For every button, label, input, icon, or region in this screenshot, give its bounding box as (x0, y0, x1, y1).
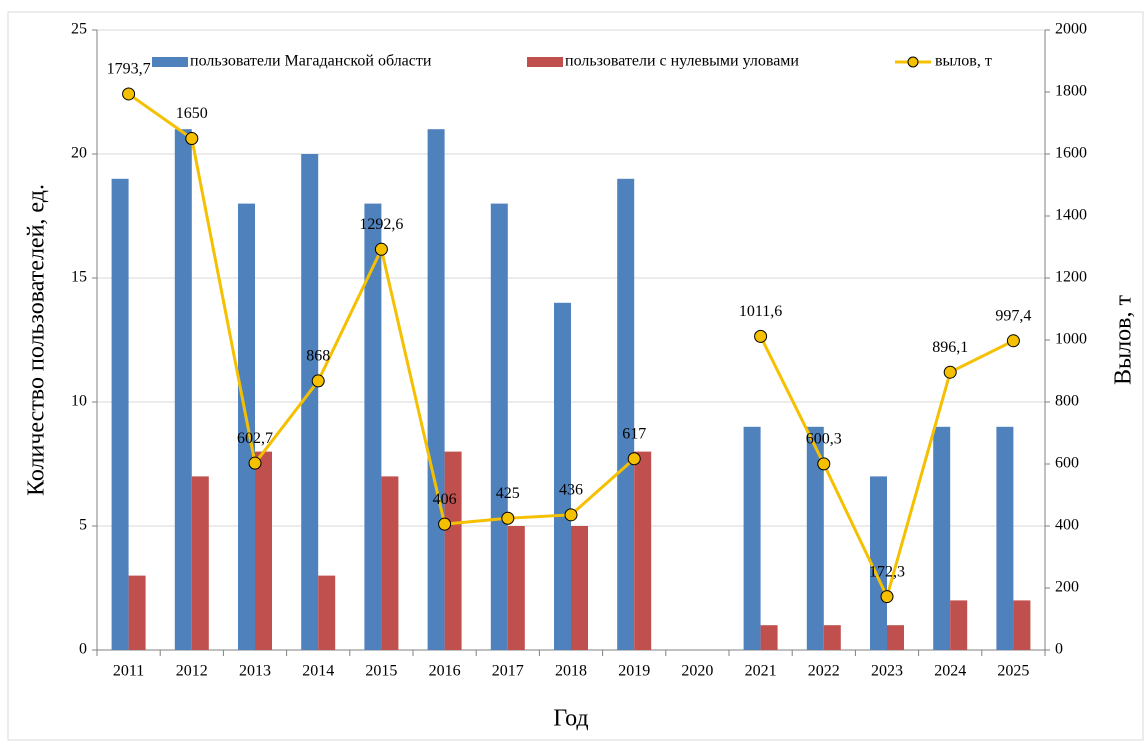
y-tick-label: 20 (71, 145, 87, 162)
data-label: 436 (559, 482, 583, 499)
data-label: 1793,7 (107, 61, 151, 78)
y2-axis-title: Вылов, т (1111, 295, 1137, 385)
line-point (754, 329, 768, 343)
legend-label: пользователи Магаданской области (190, 53, 432, 70)
line-point (248, 456, 262, 470)
bar (887, 625, 904, 650)
data-label: 617 (622, 425, 646, 442)
data-label: 172,3 (869, 563, 905, 580)
line-point (880, 590, 894, 604)
y2-tick-label: 1600 (1055, 145, 1087, 162)
x-tick-label: 2021 (745, 663, 777, 680)
bar (111, 178, 129, 651)
x-tick-label: 2015 (365, 663, 397, 680)
bar (301, 154, 319, 650)
y-axis-title: Количество пользователей, ед. (24, 184, 50, 496)
bar (996, 426, 1014, 650)
bar (1013, 600, 1031, 650)
data-label: 425 (496, 485, 520, 502)
legend-label: пользователи с нулевыми уловами (565, 53, 799, 70)
bar (444, 451, 462, 650)
x-tick-label: 2018 (555, 663, 587, 680)
line-point (438, 517, 452, 531)
bar (364, 203, 382, 650)
data-label: 1011,6 (739, 303, 782, 320)
x-tick-label: 2013 (239, 663, 271, 680)
bar (191, 476, 209, 650)
bar (634, 451, 652, 650)
bar (490, 203, 508, 650)
data-label: 1292,6 (359, 216, 403, 233)
bar (318, 575, 336, 650)
data-label: 600,3 (806, 431, 842, 448)
y2-tick-label: 1400 (1055, 207, 1087, 224)
line-point (311, 374, 325, 388)
line-point (374, 242, 388, 256)
y2-tick-label: 0 (1055, 641, 1063, 658)
y-tick-label: 5 (79, 517, 87, 534)
y2-tick-label: 200 (1055, 579, 1079, 596)
x-tick-label: 2012 (176, 663, 208, 680)
y2-tick-label: 400 (1055, 517, 1079, 534)
line-point (943, 365, 957, 379)
bar (743, 426, 761, 650)
data-label: 868 (306, 348, 330, 365)
bar (554, 302, 571, 650)
bar (427, 129, 445, 650)
data-label: 997,4 (995, 307, 1031, 324)
x-tick-label: 2016 (429, 663, 461, 680)
line-point (1006, 334, 1020, 348)
bar (806, 426, 824, 650)
x-tick-label: 2023 (871, 663, 903, 680)
legend-label: вылов, т (935, 53, 992, 70)
y2-tick-label: 600 (1055, 455, 1079, 472)
bar (933, 426, 951, 650)
bar (507, 526, 525, 650)
line-point (122, 87, 136, 101)
bar (870, 476, 887, 650)
legend-key (152, 57, 188, 67)
y2-tick-label: 1200 (1055, 269, 1087, 286)
x-tick-label: 2014 (302, 663, 334, 680)
y2-tick-label: 1000 (1055, 331, 1087, 348)
y2-tick-label: 800 (1055, 393, 1079, 410)
line-point (627, 452, 641, 466)
x-tick-label: 2024 (934, 663, 966, 680)
line-point (817, 457, 831, 471)
data-label: 406 (433, 491, 457, 508)
legend-key (527, 57, 563, 67)
x-tick-label: 2011 (113, 663, 144, 680)
x-axis-title: Год (553, 706, 588, 732)
x-tick-label: 2022 (808, 663, 840, 680)
bar (571, 526, 588, 650)
y2-tick-label: 1800 (1055, 83, 1087, 100)
bar (950, 600, 968, 650)
y-tick-label: 25 (71, 21, 87, 38)
bar (128, 575, 146, 650)
line-point (501, 511, 515, 525)
y-tick-label: 0 (79, 641, 87, 658)
line-point (185, 132, 199, 145)
bar (255, 451, 272, 650)
x-tick-label: 2020 (681, 663, 713, 680)
bar (381, 476, 399, 650)
line-point (564, 508, 578, 522)
x-tick-label: 2025 (997, 663, 1029, 680)
y-tick-label: 10 (71, 393, 87, 410)
bar (174, 129, 192, 650)
bar (617, 178, 635, 651)
data-label: 602,7 (237, 430, 273, 447)
bar (760, 625, 778, 650)
x-tick-label: 2019 (618, 663, 650, 680)
legend-key (907, 56, 919, 68)
data-label: 1650 (176, 105, 208, 122)
bar (823, 625, 841, 650)
x-tick-label: 2017 (492, 663, 524, 680)
data-label: 896,1 (932, 339, 968, 356)
y2-tick-label: 2000 (1055, 21, 1087, 38)
y-tick-label: 15 (71, 269, 87, 286)
